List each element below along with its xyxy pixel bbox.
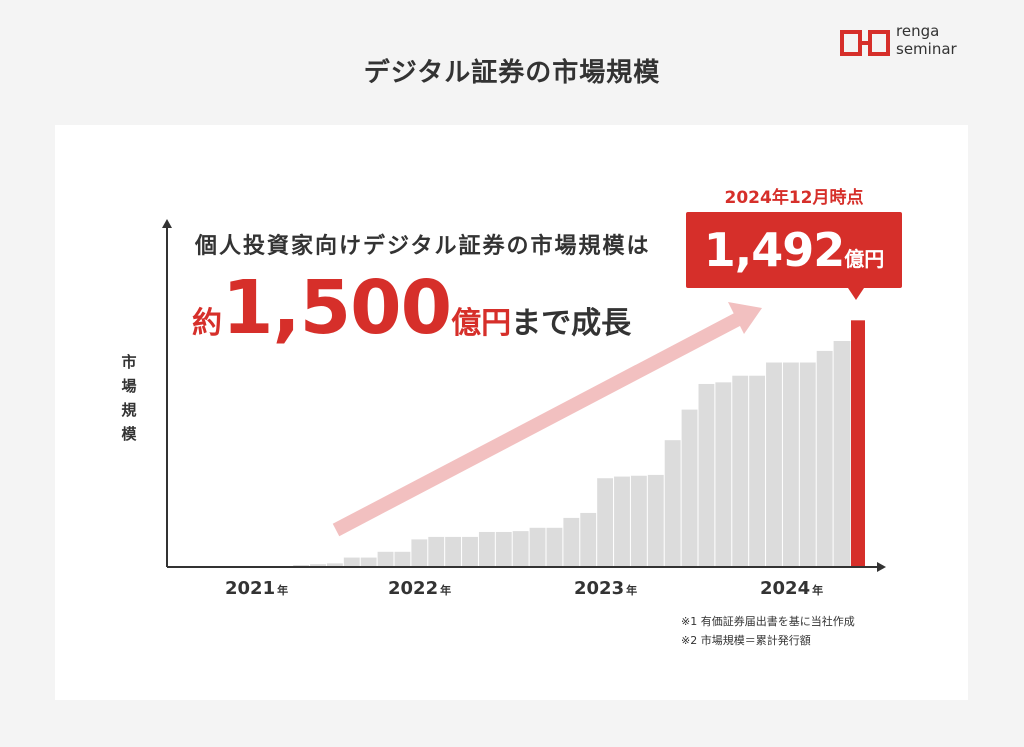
callout-value: 1,492 — [703, 223, 846, 277]
x-tick-label-2022: 2022 年 — [388, 578, 451, 599]
bar — [748, 374, 768, 568]
bar — [680, 408, 700, 568]
bar — [545, 526, 565, 568]
bar — [528, 526, 548, 568]
bar — [613, 475, 632, 568]
x-tick-suffix: 年 — [626, 584, 638, 597]
bar — [731, 374, 751, 568]
bar — [427, 535, 447, 568]
footnote-2: ※2 市場規模＝累計発行額 — [681, 634, 811, 647]
bar — [393, 550, 413, 568]
x-tick-label-2023: 2023 年 — [574, 578, 637, 599]
x-tick-year: 2023 — [574, 578, 625, 599]
x-tick-year: 2024 — [760, 578, 811, 599]
bar — [815, 349, 835, 568]
logo-line-1: renga — [896, 22, 940, 40]
bar — [359, 556, 379, 568]
logo-line-2: seminar — [896, 40, 957, 58]
bar — [714, 381, 734, 568]
bar-highlight — [851, 320, 865, 567]
bar — [832, 339, 852, 568]
page-title: デジタル証券の市場規模 — [363, 58, 661, 88]
callout-unit: 億円 — [844, 247, 885, 271]
headline-amount: 1,500 — [222, 265, 452, 351]
bar — [798, 361, 818, 568]
y-axis-label: 市場規模 — [121, 353, 137, 443]
bar — [511, 530, 531, 568]
headline-line-2: 約1,500億円まで成長 — [192, 265, 631, 351]
bar — [781, 361, 801, 568]
x-tick-suffix: 年 — [277, 584, 289, 597]
bar — [444, 535, 464, 568]
trend-arrow-head — [728, 302, 762, 334]
bar — [410, 538, 430, 568]
bar — [461, 535, 480, 568]
headline-line-1: 個人投資家向けデジタル証券の市場規模は — [195, 234, 651, 259]
x-tick-suffix: 年 — [812, 584, 824, 597]
trend-arrow-shaft — [332, 311, 744, 537]
bar — [342, 556, 362, 568]
bar — [629, 474, 649, 568]
renga-logo-icon — [840, 30, 890, 56]
bar — [697, 382, 717, 568]
x-tick-label-2024: 2024 年 — [760, 578, 823, 599]
headline-prefix: 約 — [192, 306, 222, 341]
x-tick-year: 2021 — [225, 578, 276, 599]
x-tick-suffix: 年 — [440, 584, 452, 597]
bar — [646, 473, 666, 568]
y-axis-arrowhead — [162, 219, 172, 228]
logo-text: renga seminar — [896, 22, 957, 58]
bar — [562, 516, 582, 568]
bar — [376, 550, 396, 568]
bar — [494, 530, 514, 568]
callout-pointer — [848, 288, 864, 300]
callout-date: 2024年12月時点 — [724, 188, 864, 208]
bar — [579, 511, 599, 568]
bar — [663, 439, 683, 568]
x-tick-label-2021: 2021 年 — [225, 578, 288, 599]
x-axis-arrowhead — [877, 562, 886, 572]
footnote-1: ※1 有価証券届出書を基に当社作成 — [681, 615, 855, 628]
bar — [596, 477, 616, 568]
logo: renga seminar — [840, 22, 1010, 62]
callout-box: 1,492億円 — [686, 212, 902, 288]
headline-suffix: まで成長 — [511, 306, 632, 341]
x-tick-year: 2022 — [388, 578, 439, 599]
bar — [765, 361, 784, 568]
headline-unit: 億円 — [451, 306, 512, 341]
bar — [477, 530, 497, 568]
